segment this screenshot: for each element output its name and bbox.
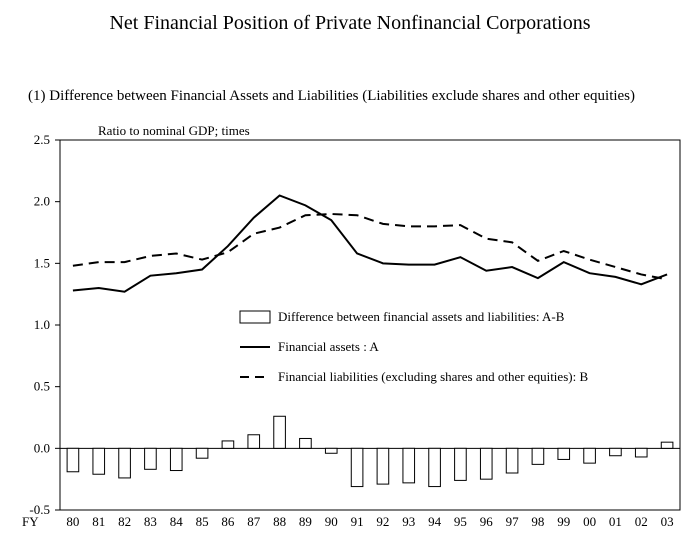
bar-diff [635, 448, 647, 457]
bar-diff [248, 435, 260, 449]
bar-diff [610, 448, 622, 455]
bar-diff [403, 448, 415, 483]
x-tick-label: 99 [557, 514, 570, 529]
x-tick-label: 92 [376, 514, 389, 529]
x-axis-label: FY [22, 514, 39, 529]
bar-diff [145, 448, 157, 469]
bar-diff [480, 448, 492, 479]
page: Net Financial Position of Private Nonfin… [0, 0, 700, 547]
x-tick-label: 94 [428, 514, 442, 529]
y-tick-label: 2.5 [34, 132, 50, 147]
x-tick-label: 97 [506, 514, 520, 529]
x-tick-label: 80 [66, 514, 79, 529]
bar-diff [377, 448, 389, 484]
x-tick-label: 81 [92, 514, 105, 529]
bar-diff [506, 448, 518, 473]
chart-title: Net Financial Position of Private Nonfin… [0, 12, 700, 35]
x-tick-label: 98 [531, 514, 544, 529]
legend-label: Difference between financial assets and … [278, 309, 565, 324]
y-tick-label: 1.0 [34, 317, 50, 332]
bar-diff [196, 448, 208, 458]
bar-diff [222, 441, 234, 448]
x-tick-label: 03 [661, 514, 674, 529]
chart-svg: -0.50.00.51.01.52.02.5808182838485868788… [0, 0, 700, 547]
bar-diff [325, 448, 337, 453]
legend-label: Financial assets : A [278, 339, 379, 354]
bar-diff [532, 448, 544, 464]
y-tick-label: 0.0 [34, 440, 50, 455]
bar-diff [661, 442, 673, 448]
x-tick-label: 89 [299, 514, 312, 529]
bar-diff [170, 448, 182, 470]
x-tick-label: 96 [480, 514, 494, 529]
x-tick-label: 91 [351, 514, 364, 529]
x-tick-label: 95 [454, 514, 467, 529]
bar-diff [119, 448, 131, 478]
chart-subtitle: (1) Difference between Financial Assets … [28, 88, 635, 105]
x-tick-label: 90 [325, 514, 338, 529]
x-tick-label: 88 [273, 514, 286, 529]
x-tick-label: 83 [144, 514, 157, 529]
x-tick-label: 93 [402, 514, 415, 529]
bar-diff [429, 448, 441, 486]
bar-diff [558, 448, 570, 459]
x-tick-label: 84 [170, 514, 184, 529]
y-tick-label: 2.0 [34, 194, 50, 209]
x-tick-label: 02 [635, 514, 648, 529]
x-tick-label: 00 [583, 514, 596, 529]
y-tick-label: 1.5 [34, 255, 50, 270]
legend-label: Financial liabilities (excluding shares … [278, 369, 588, 384]
bar-diff [300, 438, 312, 448]
y-axis-label: Ratio to nominal GDP; times [98, 123, 250, 139]
bar-diff [67, 448, 79, 471]
legend-swatch-bar [240, 311, 270, 323]
y-tick-label: 0.5 [34, 379, 50, 394]
bar-diff [351, 448, 363, 486]
x-tick-label: 87 [247, 514, 261, 529]
x-tick-label: 82 [118, 514, 131, 529]
x-tick-label: 01 [609, 514, 622, 529]
bar-diff [274, 416, 286, 448]
x-tick-label: 85 [196, 514, 209, 529]
bar-diff [93, 448, 105, 474]
x-tick-label: 86 [221, 514, 235, 529]
bar-diff [455, 448, 467, 480]
bar-diff [584, 448, 596, 463]
